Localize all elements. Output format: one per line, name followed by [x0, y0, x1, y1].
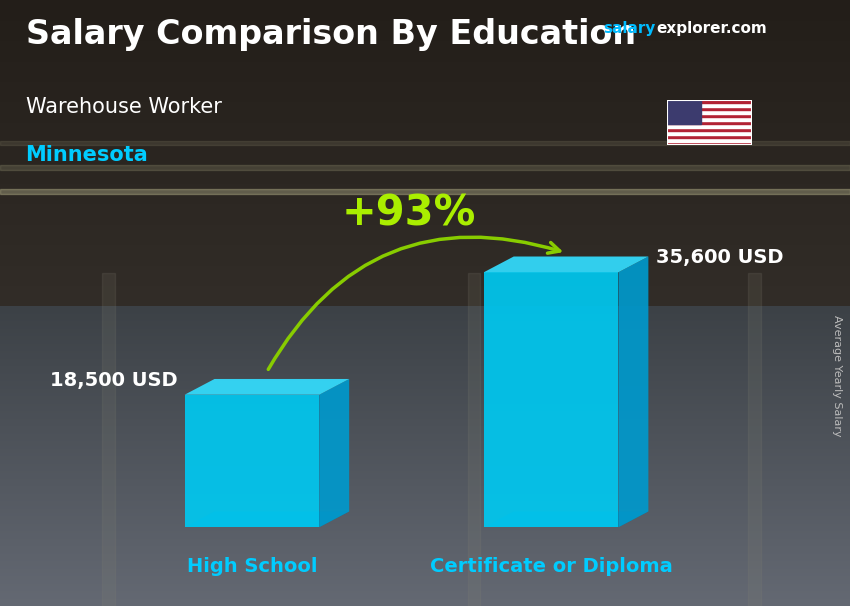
Bar — [667, 114, 752, 118]
Text: Certificate or Diploma: Certificate or Diploma — [430, 557, 672, 576]
Bar — [667, 135, 752, 138]
Bar — [667, 142, 752, 145]
Text: Minnesota: Minnesota — [26, 145, 148, 165]
Bar — [748, 273, 761, 606]
Text: Average Yearly Salary: Average Yearly Salary — [832, 315, 842, 436]
Polygon shape — [320, 379, 349, 527]
Text: High School: High School — [187, 557, 317, 576]
Polygon shape — [184, 511, 349, 527]
Bar — [667, 121, 752, 124]
Text: explorer.com: explorer.com — [656, 21, 767, 36]
Bar — [667, 132, 752, 135]
Polygon shape — [484, 256, 649, 272]
Bar — [0, 165, 850, 170]
Bar — [468, 273, 480, 606]
Polygon shape — [184, 379, 349, 395]
Text: 18,500 USD: 18,500 USD — [49, 371, 177, 390]
Bar — [0, 189, 850, 194]
Bar — [667, 110, 752, 114]
Polygon shape — [619, 256, 649, 527]
Bar — [667, 128, 752, 132]
Bar — [667, 100, 752, 104]
Bar — [667, 118, 752, 121]
Bar — [667, 124, 752, 128]
Text: salary: salary — [604, 21, 656, 36]
Polygon shape — [184, 395, 320, 527]
Bar — [667, 138, 752, 142]
Text: Warehouse Worker: Warehouse Worker — [26, 97, 221, 117]
Bar — [667, 100, 701, 124]
Text: 35,600 USD: 35,600 USD — [656, 247, 784, 267]
Bar — [0, 141, 850, 145]
Polygon shape — [484, 272, 619, 527]
Text: +93%: +93% — [342, 193, 476, 235]
Bar — [102, 273, 115, 606]
Polygon shape — [484, 511, 649, 527]
Bar — [667, 107, 752, 110]
Text: Salary Comparison By Education: Salary Comparison By Education — [26, 18, 636, 51]
Bar — [667, 104, 752, 107]
